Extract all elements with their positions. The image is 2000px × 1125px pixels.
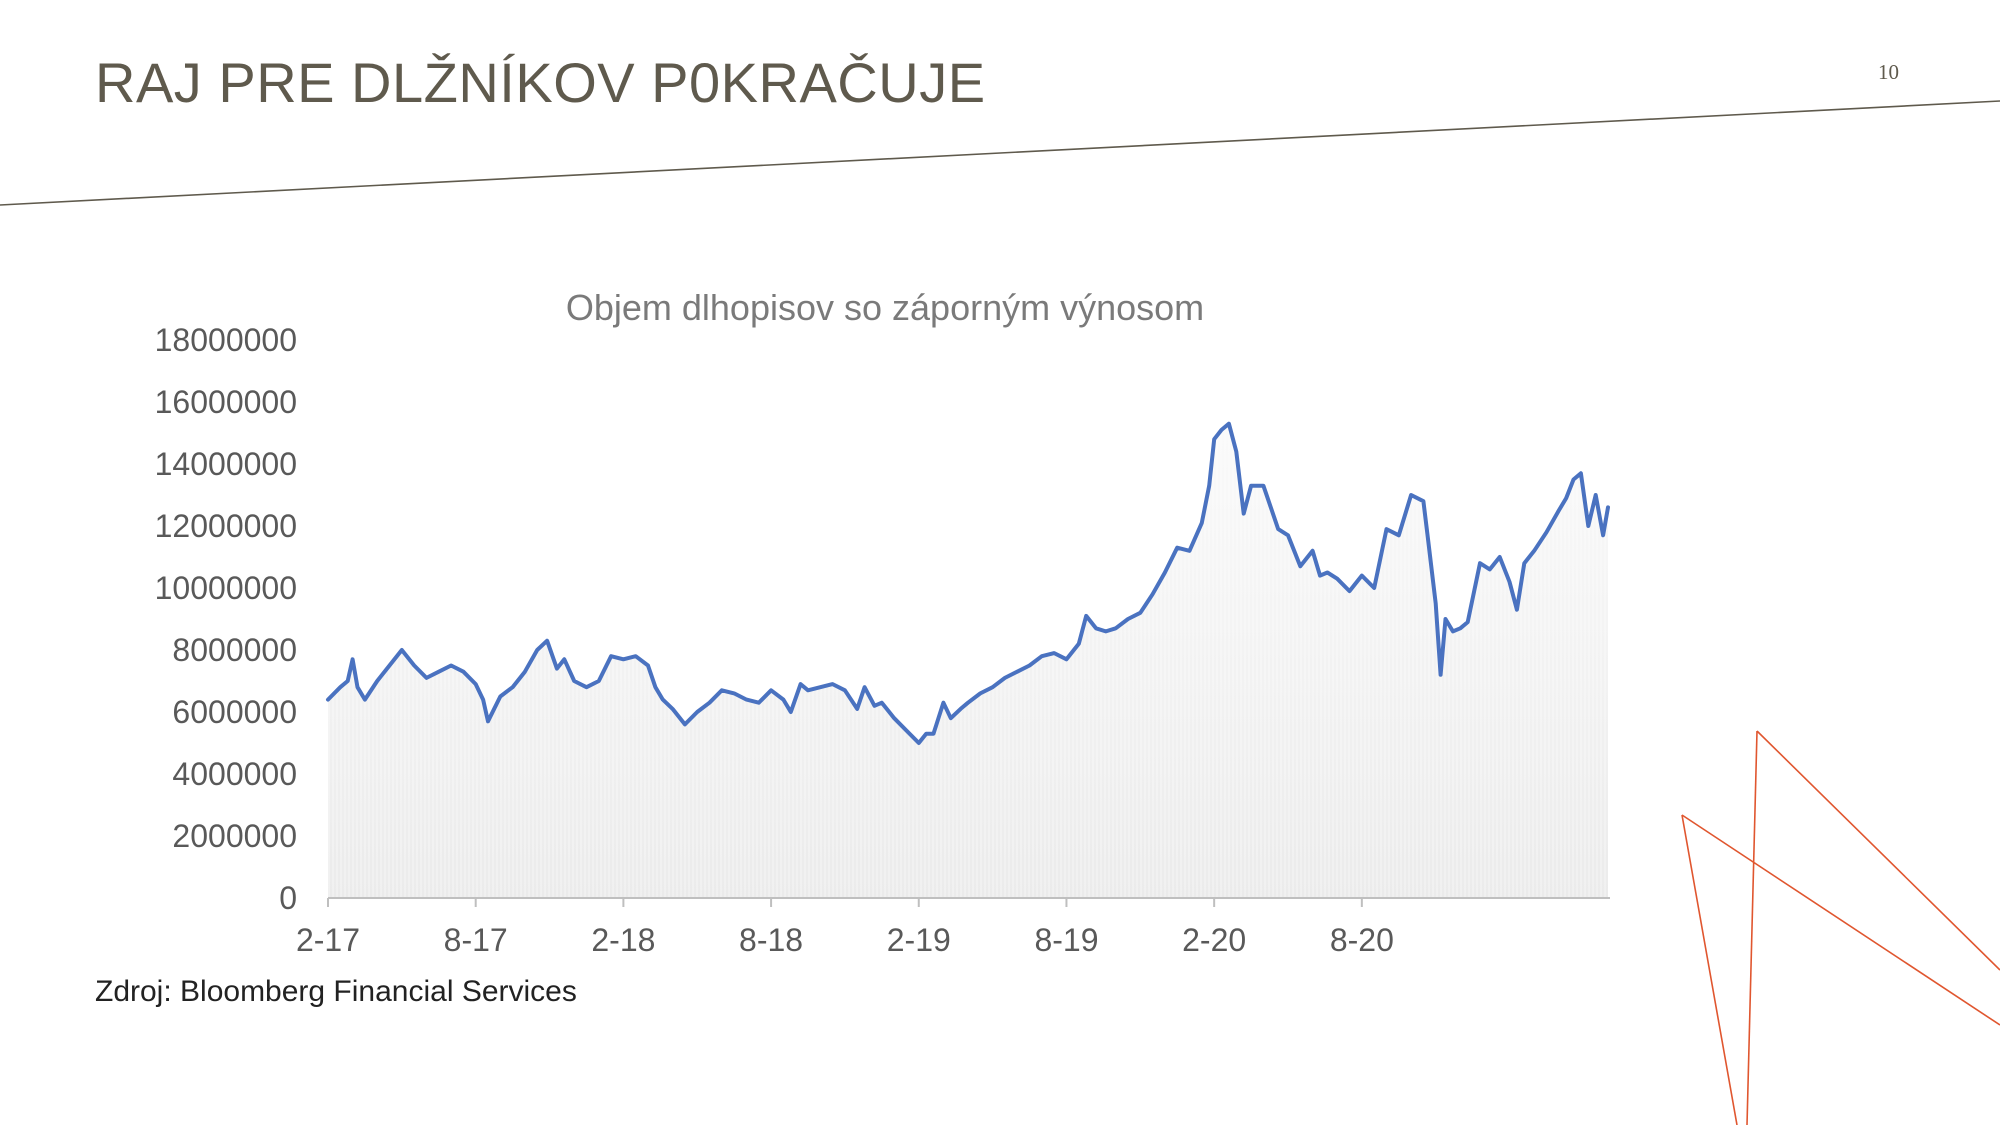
y-tick-label: 8000000 xyxy=(172,632,297,668)
decorative-orange-lines xyxy=(1681,730,2000,1125)
y-tick-label: 10000000 xyxy=(155,570,297,606)
y-tick-label: 0 xyxy=(279,880,297,916)
x-tick-label: 8-20 xyxy=(1330,922,1394,958)
x-axis: 2-17 8-17 2-18 8-18 2-19 8-19 2-20 8-20 xyxy=(296,898,1394,958)
y-tick-label: 4000000 xyxy=(172,756,297,792)
x-tick-label: 8-18 xyxy=(739,922,803,958)
x-tick-label: 8-17 xyxy=(444,922,508,958)
x-tick-label: 2-17 xyxy=(296,922,360,958)
y-tick-label: 6000000 xyxy=(172,694,297,730)
x-tick-label: 2-20 xyxy=(1182,922,1246,958)
x-tick-label: 2-18 xyxy=(591,922,655,958)
series-line xyxy=(326,421,1610,745)
y-tick-label: 18000000 xyxy=(155,322,297,358)
source-note: Zdroj: Bloomberg Financial Services xyxy=(95,975,577,1008)
area-hatch xyxy=(328,423,1608,898)
chart-title: Objem dlhopisov so záporným výnosom xyxy=(566,287,1204,328)
y-tick-label: 16000000 xyxy=(155,384,297,420)
x-tick-label: 2-19 xyxy=(887,922,951,958)
y-axis: 0 2000000 4000000 6000000 8000000 10000000 120… xyxy=(155,322,297,916)
title-divider-line xyxy=(0,100,2000,206)
y-tick-label: 2000000 xyxy=(172,818,297,854)
slide-title: RAJ PRE DLŽNÍKOV P0KRAČUJE xyxy=(95,51,986,114)
page-number: 10 xyxy=(1878,60,1899,84)
x-tick-label: 8-19 xyxy=(1034,922,1098,958)
y-tick-label: 14000000 xyxy=(155,446,297,482)
y-tick-label: 12000000 xyxy=(155,508,297,544)
